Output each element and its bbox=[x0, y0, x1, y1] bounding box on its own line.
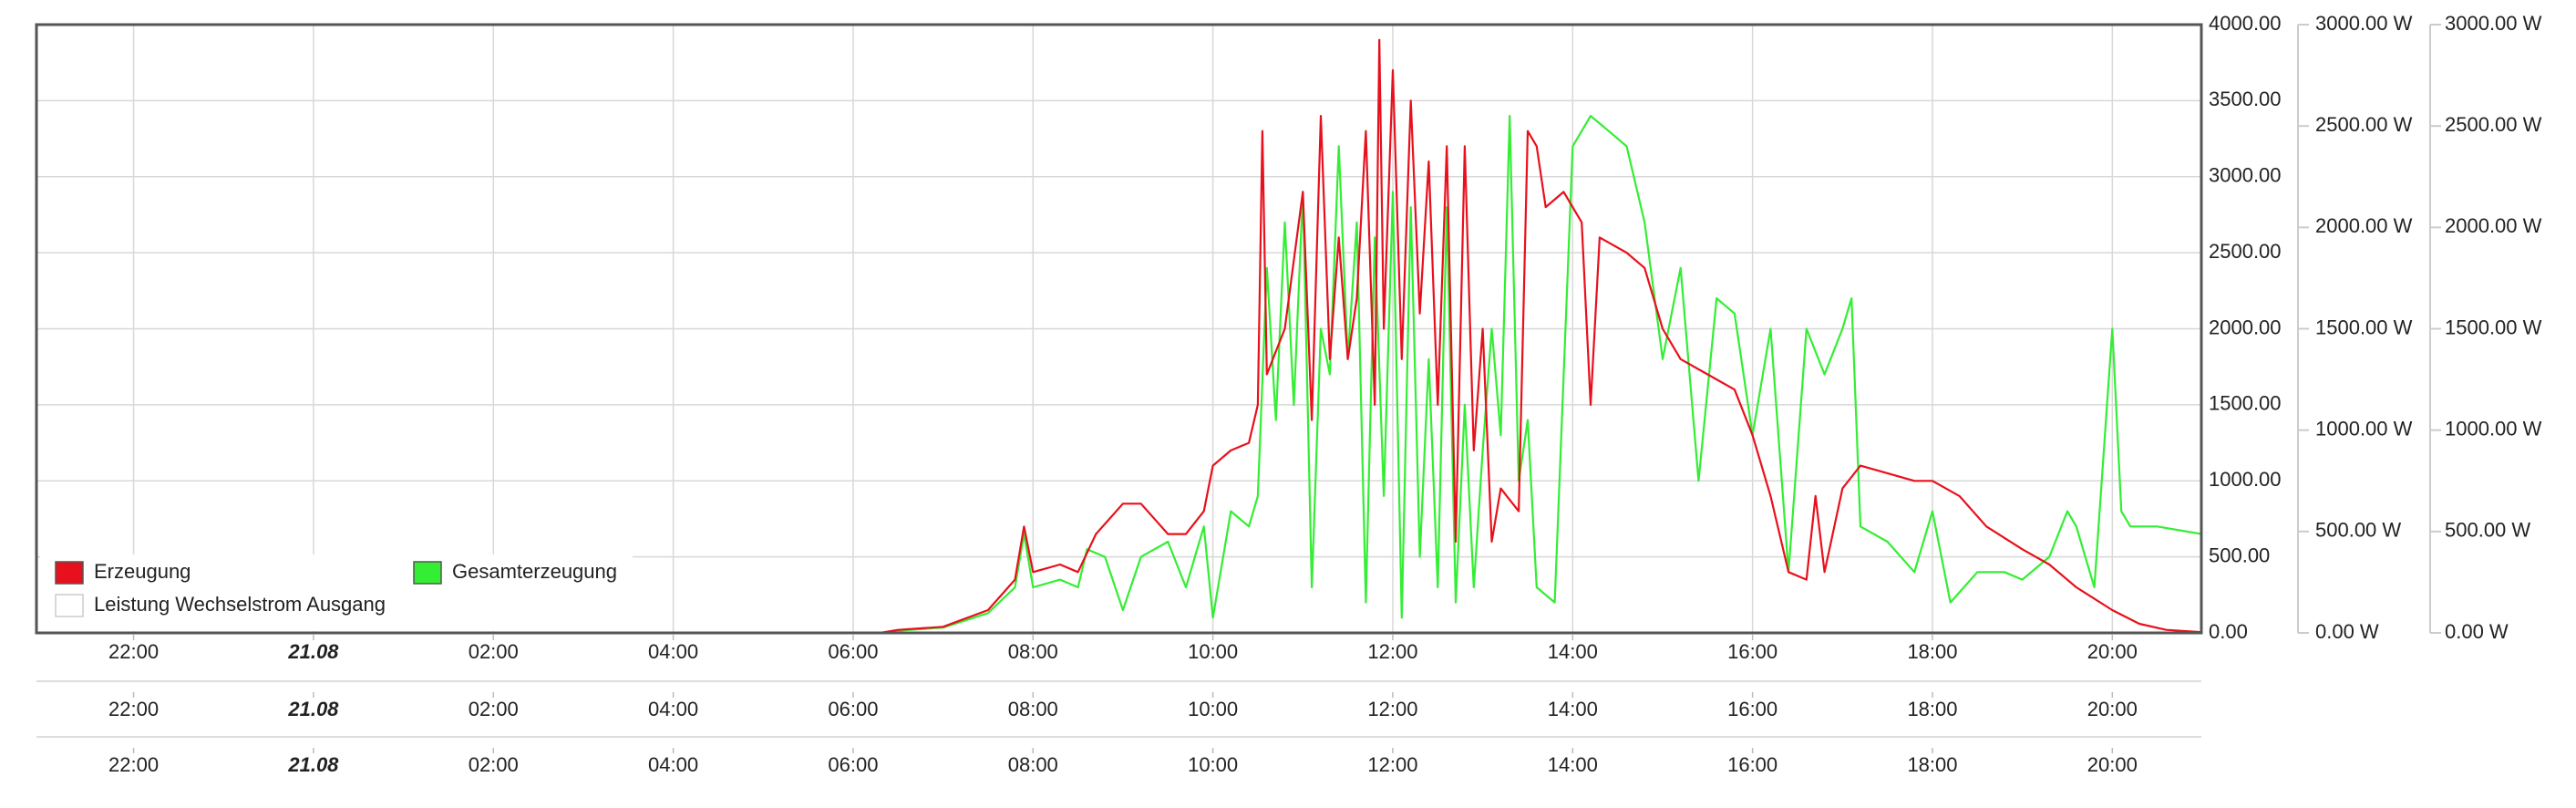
x-tick-label: 20:00 bbox=[2087, 640, 2138, 663]
y-tick-label: 500.00 bbox=[2209, 544, 2270, 566]
legend-label[interactable]: Leistung Wechselstrom Ausgang bbox=[94, 593, 386, 616]
x-tick-label: 08:00 bbox=[1008, 698, 1058, 720]
y-tick-label: 1000.00 W bbox=[2315, 417, 2413, 440]
x-tick-label: 06:00 bbox=[828, 753, 878, 776]
x-tick-label: 10:00 bbox=[1188, 753, 1238, 776]
y-tick-label: 1000.00 W bbox=[2445, 417, 2542, 440]
y-tick-label: 2500.00 bbox=[2209, 240, 2282, 263]
x-tick-label: 22:00 bbox=[108, 640, 159, 663]
plot-border bbox=[35, 23, 2203, 635]
x-tick-label: 02:00 bbox=[469, 640, 519, 663]
y-tick-label: 2000.00 W bbox=[2445, 214, 2542, 237]
x-tick-label: 06:00 bbox=[828, 698, 878, 720]
series-line bbox=[36, 115, 2202, 635]
x-tick-label: 16:00 bbox=[1727, 640, 1777, 663]
x-tick-label: 02:00 bbox=[469, 698, 519, 720]
x-tick-label: 04:00 bbox=[648, 753, 698, 776]
x-tick-label: 12:00 bbox=[1367, 753, 1417, 776]
x-tick-label: 16:00 bbox=[1727, 753, 1777, 776]
y-tick-label: 4000.00 bbox=[2209, 12, 2282, 35]
x-tick-label: 04:00 bbox=[648, 698, 698, 720]
legend-label[interactable]: Erzeugung bbox=[94, 560, 191, 583]
y-tick-label: 3000.00 W bbox=[2315, 12, 2413, 35]
x-tick-label: 20:00 bbox=[2087, 753, 2138, 776]
x-tick-label: 04:00 bbox=[648, 640, 698, 663]
x-tick-label: 02:00 bbox=[469, 753, 519, 776]
y-tick-label: 3500.00 bbox=[2209, 88, 2282, 110]
x-tick-label: 18:00 bbox=[1907, 640, 1957, 663]
legend-swatch[interactable] bbox=[55, 594, 84, 617]
x-tick-label: 08:00 bbox=[1008, 753, 1058, 776]
x-tick-label: 14:00 bbox=[1548, 698, 1598, 720]
x-tick-label: 18:00 bbox=[1907, 698, 1957, 720]
y-tick-label: 500.00 W bbox=[2445, 519, 2530, 542]
y-tick-label: 0.00 bbox=[2209, 620, 2248, 643]
x-tick-label: 22:00 bbox=[108, 698, 159, 720]
y-tick-label: 2000.00 W bbox=[2315, 214, 2413, 237]
y-tick-label: 2000.00 bbox=[2209, 316, 2282, 338]
x-tick-label: 22:00 bbox=[108, 753, 159, 776]
y-tick-label: 0.00 W bbox=[2445, 620, 2509, 643]
y-tick-label: 1500.00 W bbox=[2315, 316, 2413, 338]
y-tick-label: 2500.00 W bbox=[2315, 113, 2413, 136]
x-tick-label: 21.08 bbox=[287, 640, 339, 663]
x-tick-label: 10:00 bbox=[1188, 640, 1238, 663]
x-tick-label: 16:00 bbox=[1727, 698, 1777, 720]
x-tick-label: 10:00 bbox=[1188, 698, 1238, 720]
y-tick-label: 1500.00 bbox=[2209, 392, 2282, 415]
x-tick-label: 06:00 bbox=[828, 640, 878, 663]
series-line bbox=[36, 38, 2202, 635]
y-tick-label: 1500.00 W bbox=[2445, 316, 2542, 338]
y-tick-label: 2500.00 W bbox=[2445, 113, 2542, 136]
x-tick-label: 21.08 bbox=[287, 753, 339, 776]
y-tick-label: 0.00 W bbox=[2315, 620, 2379, 643]
y-tick-label: 1000.00 bbox=[2209, 468, 2282, 491]
x-tick-label: 12:00 bbox=[1367, 640, 1417, 663]
x-tick-label: 14:00 bbox=[1548, 640, 1598, 663]
y-tick-label: 500.00 W bbox=[2315, 519, 2401, 542]
legend-box bbox=[40, 554, 633, 631]
y-tick-label: 3000.00 W bbox=[2445, 12, 2542, 35]
legend-label[interactable]: Gesamterzeugung bbox=[452, 560, 617, 583]
x-tick-label: 18:00 bbox=[1907, 753, 1957, 776]
legend-swatch[interactable] bbox=[55, 561, 84, 585]
x-tick-label: 12:00 bbox=[1367, 698, 1417, 720]
x-tick-label: 08:00 bbox=[1008, 640, 1058, 663]
legend-swatch[interactable] bbox=[413, 561, 442, 585]
x-tick-label: 21.08 bbox=[287, 698, 339, 720]
x-tick-label: 20:00 bbox=[2087, 698, 2138, 720]
y-tick-label: 3000.00 bbox=[2209, 164, 2282, 187]
x-tick-label: 14:00 bbox=[1548, 753, 1598, 776]
